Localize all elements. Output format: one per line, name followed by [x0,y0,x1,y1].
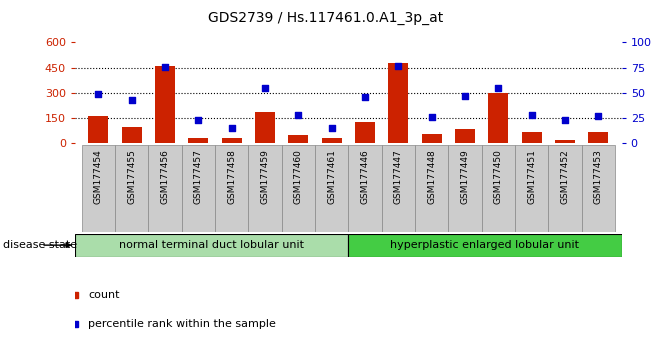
Point [527,112,537,118]
Bar [555,140,575,143]
Bar [255,112,275,143]
Text: GDS2739 / Hs.117461.0.A1_3p_at: GDS2739 / Hs.117461.0.A1_3p_at [208,11,443,25]
Text: GSM177456: GSM177456 [160,149,169,204]
Text: GSM177460: GSM177460 [294,149,303,204]
Text: GSM177452: GSM177452 [561,149,570,204]
Text: GSM177457: GSM177457 [194,149,202,204]
Text: disease state: disease state [3,240,77,250]
Bar [215,145,248,232]
Point [393,63,404,69]
Bar [515,145,548,232]
Bar [288,135,309,143]
Point [426,114,437,120]
Bar [221,138,242,143]
Bar [455,129,475,143]
Text: GSM177453: GSM177453 [594,149,603,204]
Text: GSM177461: GSM177461 [327,149,336,204]
Point [293,112,303,118]
Bar [388,63,408,143]
Text: GSM177447: GSM177447 [394,149,403,204]
Text: hyperplastic enlarged lobular unit: hyperplastic enlarged lobular unit [391,240,579,250]
Bar [482,145,515,232]
Text: GSM177446: GSM177446 [361,149,370,204]
Text: GSM177448: GSM177448 [427,149,436,204]
Bar [182,145,215,232]
Point [493,85,503,91]
Bar [81,145,115,232]
Bar [521,132,542,143]
Point [260,85,270,91]
Text: count: count [88,290,119,300]
Point [93,91,104,97]
Bar [115,145,148,232]
Point [193,117,204,123]
Point [360,94,370,100]
Bar [322,138,342,143]
Bar [548,145,582,232]
Text: normal terminal duct lobular unit: normal terminal duct lobular unit [119,240,304,250]
Bar [415,145,449,232]
Bar [589,132,609,143]
Bar [582,145,615,232]
Bar [348,145,381,232]
Bar [148,145,182,232]
Point [227,125,237,131]
Text: GSM177450: GSM177450 [494,149,503,204]
Text: GSM177454: GSM177454 [94,149,103,204]
Point [326,125,337,131]
Text: GSM177451: GSM177451 [527,149,536,204]
Point [126,97,137,103]
Point [159,64,170,69]
Bar [248,145,282,232]
Bar [188,138,208,143]
Bar [75,234,348,257]
Bar [348,234,622,257]
Bar [381,145,415,232]
Bar [422,134,441,143]
Text: GSM177455: GSM177455 [127,149,136,204]
Bar [155,66,175,143]
Bar [355,121,375,143]
Text: percentile rank within the sample: percentile rank within the sample [88,319,276,329]
Bar [88,116,108,143]
Point [560,117,570,123]
Bar [315,145,348,232]
Point [460,93,470,99]
Point [593,113,603,119]
Bar [488,93,508,143]
Text: GSM177458: GSM177458 [227,149,236,204]
Bar [449,145,482,232]
Text: GSM177459: GSM177459 [260,149,270,204]
Bar [122,127,141,143]
Text: GSM177449: GSM177449 [460,149,469,204]
Bar [282,145,315,232]
